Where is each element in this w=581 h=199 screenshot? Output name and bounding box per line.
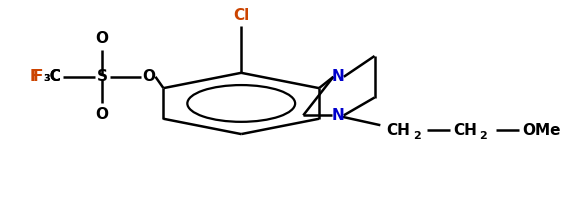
Text: N: N xyxy=(332,69,345,84)
Text: 2: 2 xyxy=(479,131,487,141)
Text: Cl: Cl xyxy=(233,8,249,23)
Text: OMe: OMe xyxy=(522,123,561,138)
Text: CH: CH xyxy=(386,123,410,138)
Text: 2: 2 xyxy=(413,131,421,141)
Text: S: S xyxy=(96,69,107,84)
Text: O: O xyxy=(96,107,109,122)
Text: ₃C: ₃C xyxy=(43,69,61,84)
Text: CH: CH xyxy=(453,123,476,138)
Text: F: F xyxy=(33,69,43,84)
Text: N: N xyxy=(332,108,345,123)
Text: O: O xyxy=(142,69,155,84)
Text: ₃C: ₃C xyxy=(43,69,61,84)
Text: O: O xyxy=(96,31,109,46)
Text: F: F xyxy=(30,69,40,84)
